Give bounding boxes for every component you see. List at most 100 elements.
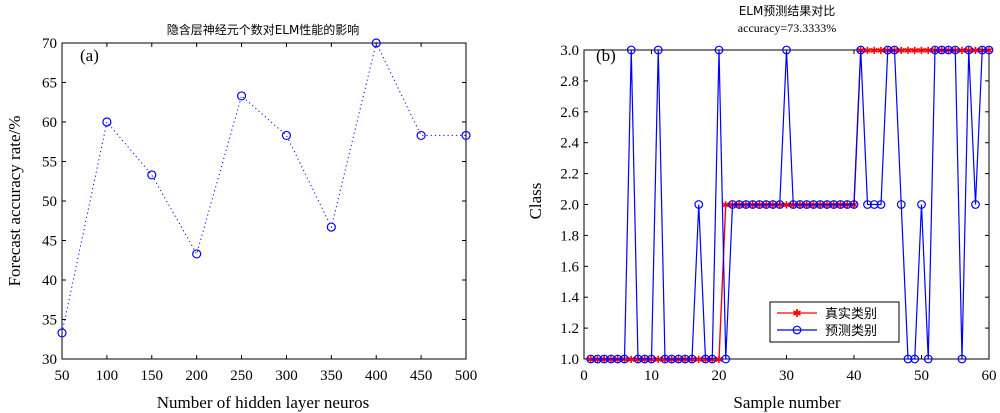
chart-b-predicted-class-point <box>768 200 778 209</box>
chart-b-ytick-label: 1.2 <box>560 321 579 337</box>
chart-b-xtick-label: 60 <box>982 368 997 384</box>
chart-b-predicted-class-point <box>876 200 886 209</box>
chart-b-predicted-class-point <box>761 200 771 209</box>
chart-b-true-class-point: ✱ <box>776 201 784 212</box>
chart-b-true-class-point: ✱ <box>924 46 932 57</box>
chart-b-predicted-class-point <box>741 200 751 209</box>
chart-b-true-class-point: ✱ <box>587 355 595 366</box>
chart-a-ytick-label: 70 <box>42 36 57 52</box>
chart-b-true-class-point: ✱ <box>749 201 757 212</box>
chart-a-ytick-label: 45 <box>42 234 57 250</box>
chart-b-true-class-point: ✱ <box>607 355 615 366</box>
chart-b-predicted-class-point <box>903 354 913 364</box>
chart-b-true-class-point: ✱ <box>917 46 925 57</box>
chart-b-predicted-class-point <box>984 45 994 55</box>
chart-b-predicted-class-point <box>599 354 609 364</box>
chart-a-xtick-label: 400 <box>365 368 388 384</box>
chart-b-true-class-point: ✱ <box>735 201 743 212</box>
chart-b-xtick-label: 50 <box>914 368 929 384</box>
chart-b-true-class-point: ✱ <box>971 46 979 57</box>
chart-b-true-class-point: ✱ <box>830 201 838 212</box>
chart-b-predicted-class-point <box>626 45 636 55</box>
chart-b-true-class-point: ✱ <box>661 355 669 366</box>
chart-a-xtick-label: 100 <box>96 368 119 384</box>
chart-b-subtitle: accuracy=73.3333% <box>738 21 836 35</box>
chart-b-plot-area: 0 10 20 30 40 50 60 1.0 1.2 1.4 1.6 1.8 2.0 2.2 2.4 2.6… <box>560 43 996 384</box>
chart-b-ytick-label: 2.0 <box>560 198 579 214</box>
chart-b-true-class-point: ✱ <box>668 355 676 366</box>
chart-a-ytick-label: 55 <box>42 155 57 171</box>
chart-b-true-class-point: ✱ <box>803 201 811 212</box>
chart-b-true-class-point: ✱ <box>708 355 716 366</box>
chart-b-panel-label: (b) <box>596 46 616 65</box>
chart-b-predicted-class-point <box>593 354 602 364</box>
chart-b-predicted-class-point <box>856 45 866 55</box>
chart-a-ytick-label: 65 <box>42 76 57 92</box>
chart-b-true-class-point: ✱ <box>674 355 682 366</box>
chart-a-ytick-label: 60 <box>42 115 57 131</box>
chart-b-predicted-class-point <box>680 354 690 364</box>
chart-b-true-class-point: ✱ <box>641 355 649 366</box>
chart-a-xtick-label: 350 <box>320 368 343 384</box>
chart-b-predicted-class-point <box>971 200 980 209</box>
chart-b-true-class-point: ✱ <box>695 355 703 366</box>
chart-b-true-class-point: ✱ <box>715 355 723 366</box>
chart-a-xlabel: Number of hidden layer neuros <box>157 393 369 412</box>
chart-b-true-class-point: ✱ <box>654 355 662 366</box>
chart-b-true-class-point: ✱ <box>755 201 763 212</box>
chart-b-true-class-point: ✱ <box>958 46 966 57</box>
chart-b-predicted-class-point <box>917 200 926 209</box>
chart-b-ytick-label: 2.8 <box>560 74 579 90</box>
chart-b-legend-box <box>769 301 900 343</box>
chart-b-predicted-class-point <box>815 200 825 209</box>
chart-a-ytick-label: 50 <box>42 194 57 210</box>
chart-b-ytick-label: 2.6 <box>560 105 579 121</box>
chart-b-predicted-class-point <box>721 354 731 364</box>
chart-b-true-class-point: ✱ <box>843 201 851 212</box>
chart-b-true-class-point: ✱ <box>985 46 993 57</box>
chart-b-xtick-label: 10 <box>644 368 659 384</box>
chart-b-ytick-label: 3.0 <box>560 43 579 59</box>
chart-b-xlabel: Sample number <box>733 393 841 412</box>
chart-b-predicted-class-point <box>788 200 798 209</box>
chart-b-predicted-class-point <box>977 45 987 55</box>
chart-a-xtick-label: 450 <box>410 368 433 384</box>
chart-b-predicted-class-point <box>633 354 643 364</box>
chart-b-predicted-class-point <box>836 200 845 209</box>
chart-a-data-point <box>57 328 67 338</box>
chart-a-xtick-label: 200 <box>185 368 208 384</box>
chart-b-true-class-point: ✱ <box>911 46 919 57</box>
chart-b-ytick-label: 1.8 <box>560 228 579 244</box>
chart-b-true-class-point: ✱ <box>870 46 878 57</box>
chart-a-data-point <box>371 38 381 48</box>
chart-b-legend: ✱ 真实类别 预测类别 <box>769 301 900 343</box>
chart-b-predicted-class-point <box>957 354 967 364</box>
chart-b: ELM预测结果对比 accuracy=73.3333% (b) Sample n… <box>526 4 997 412</box>
chart-b-true-class-point: ✱ <box>634 355 642 366</box>
chart-b-predicted-class-point <box>647 354 656 364</box>
chart-b-true-class-point: ✱ <box>850 201 858 212</box>
chart-a-ylabel: Forecast accuracy rate/% <box>5 116 24 287</box>
chart-b-xtick-label: 30 <box>779 368 794 384</box>
chart-b-true-class-point: ✱ <box>722 201 730 212</box>
chart-b-predicted-class-point <box>896 200 906 209</box>
chart-b-predicted-class-point <box>822 200 832 209</box>
chart-b-predicted-class-point <box>863 200 872 209</box>
legend-true-class-label: 真实类别 <box>825 307 877 322</box>
chart-b-predicted-class-point <box>728 200 737 209</box>
chart-a-data-point <box>147 170 157 180</box>
chart-b-xtick-label: 40 <box>847 368 862 384</box>
chart-b-true-class-point: ✱ <box>823 201 831 212</box>
chart-b-predicted-class-point <box>809 200 818 209</box>
chart-b-true-class-point: ✱ <box>762 201 770 212</box>
chart-b-predicted-class-point <box>613 354 623 364</box>
chart-b-true-class-point: ✱ <box>836 201 844 212</box>
chart-b-true-class-point: ✱ <box>904 46 912 57</box>
chart-a-data-point <box>416 130 426 141</box>
chart-a-ytick-label: 30 <box>42 352 57 368</box>
chart-b-predicted-class-point <box>755 200 764 209</box>
chart-b-predicted-class-point <box>950 45 960 55</box>
chart-a-xtick-label: 500 <box>455 368 478 384</box>
